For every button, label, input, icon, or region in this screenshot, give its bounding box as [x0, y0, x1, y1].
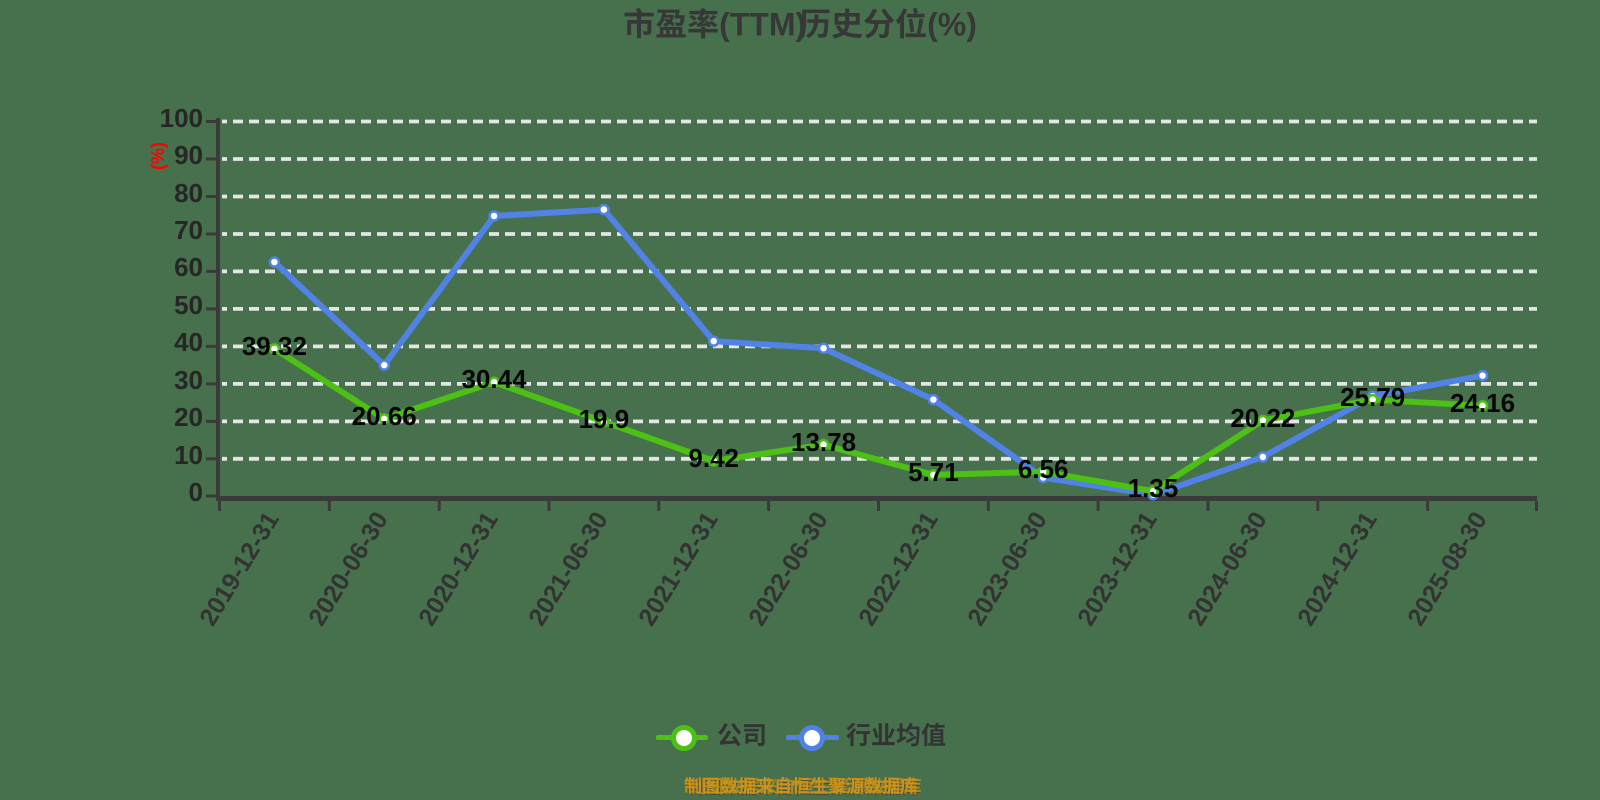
svg-text:(TTM): (TTM) — [719, 7, 806, 43]
svg-text:(%): (%) — [927, 7, 977, 43]
